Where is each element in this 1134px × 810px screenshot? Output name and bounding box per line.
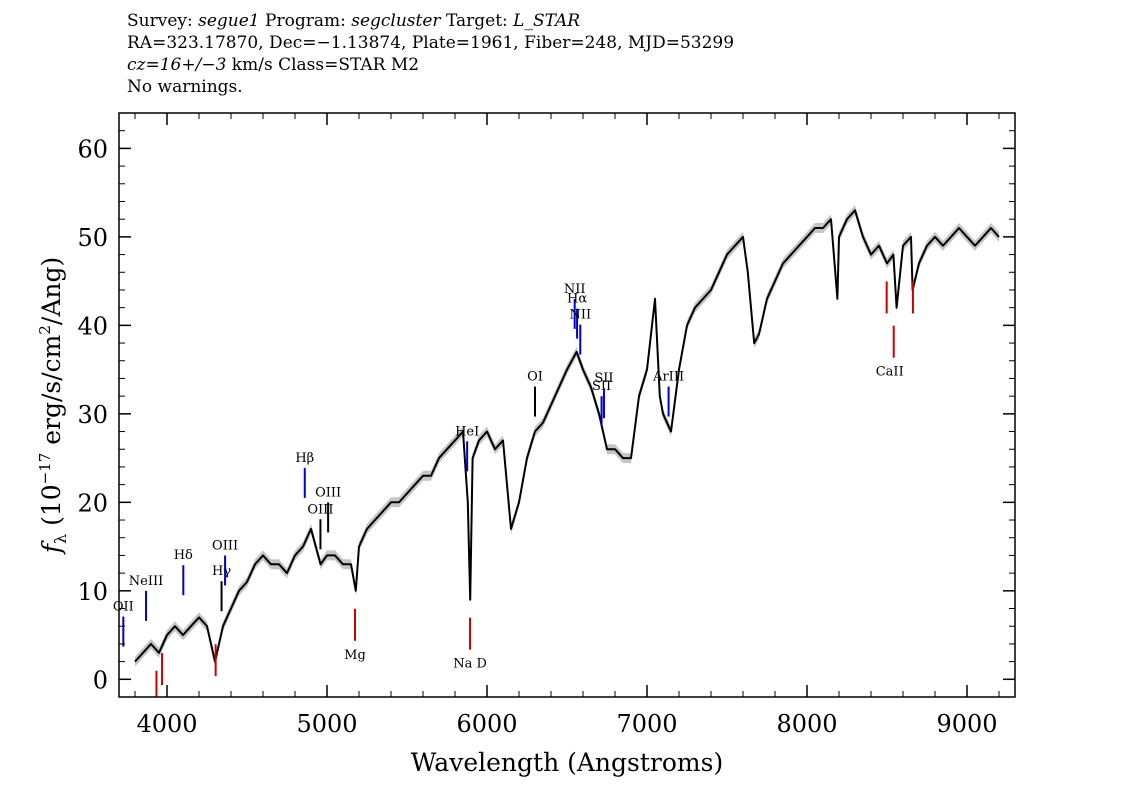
emission-line-label-4: OIII [212,539,238,554]
y-tick-label-2: 20 [77,489,108,517]
cz-value: cz=16+/−3 [127,55,227,75]
emission-line-label-8: HeI [455,424,479,439]
emission-line-label-7: OIII [315,485,341,500]
axis-ticks-layer: 4000 5000 6000 7000 8000 9000 0 10 20 30 40 50 60 [77,113,1015,738]
emission-line-label-13: SII [592,379,611,394]
emission-line-label-5: Hβ [295,451,314,466]
x-tick-label-5: 9000 [936,710,997,738]
x-tick-label-4: 8000 [776,710,837,738]
program-value: segcluster [351,11,441,31]
spectrum-header: Survey: segue1 Program: segcluster Targe… [127,10,734,98]
y-tick-label-6: 60 [77,135,108,163]
program-label: Program: [259,11,352,31]
y-tick-label-0: 0 [93,666,108,694]
y-tick-label-1: 10 [77,578,108,606]
header-line-target: Survey: segue1 Program: segcluster Targe… [127,10,734,32]
x-tick-label-2: 6000 [456,710,517,738]
emission-line-label-2: Hδ [174,548,193,563]
survey-label: Survey: [127,11,199,31]
y-axis-title: fλ (10−17 erg/s/cm2/Ang) [36,257,70,556]
emission-line-label-15: ArIII [652,370,684,385]
header-line-coordinates: RA=323.17870, Dec=−1.13874, Plate=1961, … [127,33,735,53]
class-text: km/s Class=STAR M2 [226,55,420,75]
x-tick-label-0: 4000 [136,710,197,738]
y-tick-label-3: 30 [77,401,108,429]
emission-line-label-9: OI [527,370,543,385]
error-band-0 [135,205,999,667]
x-axis-title: Wavelength (Angstroms) [411,748,723,777]
emission-line-label-10: NII [564,282,586,297]
emission-line-label-3: Hγ [212,564,231,579]
x-tick-label-3: 7000 [616,710,677,738]
flux-series-line-0 [134,209,1000,663]
emission-line-label-11: Hα [567,292,587,307]
absorption-line-label-6: CaII [876,365,904,380]
y-tick-label-4: 40 [77,312,108,340]
survey-value: segue1 [198,11,260,31]
target-label: Target: [440,11,514,31]
emission-line-label-1: NeIII [129,574,163,589]
target-value: L_STAR [513,11,581,31]
emission-line-label-6: OIII [307,502,333,517]
absorption-line-label-3: Mg [344,648,366,663]
plot-frame [118,112,1016,698]
header-line-class: cz=16+/−3 km/s Class=STAR M2 [127,54,734,76]
y-tick-label-5: 50 [77,224,108,252]
emission-line-label-0: OII [113,600,134,615]
x-tick-label-1: 5000 [296,710,357,738]
emission-line-label-12: NII [569,308,591,323]
series-layer [134,205,1000,667]
absorption-line-label-4: Na D [453,657,487,672]
header-line-warnings: No warnings. [127,77,243,97]
emission-line-label-14: SII [594,371,613,386]
